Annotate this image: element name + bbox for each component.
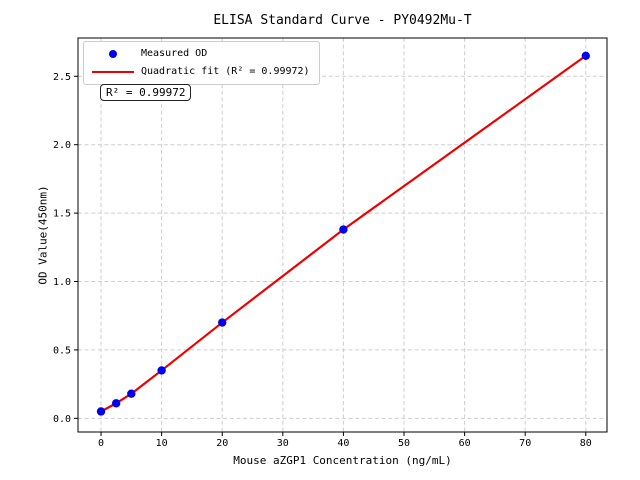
data-point — [157, 366, 166, 375]
x-tick-label: 80 — [580, 438, 592, 449]
legend-label-measured-od: Measured OD — [141, 48, 208, 59]
x-tick-label: 50 — [398, 438, 410, 449]
x-tick-label: 30 — [277, 438, 289, 449]
x-tick-label: 10 — [156, 438, 168, 449]
legend-item-measured-od: Measured OD — [92, 47, 310, 61]
fit-line-icon — [92, 70, 134, 74]
x-axis-label: Mouse aZGP1 Concentration (ng/mL) — [233, 454, 452, 467]
data-point — [96, 407, 106, 416]
y-tick-label: 2.5 — [53, 72, 71, 83]
x-tick-label: 0 — [98, 438, 104, 449]
legend-handle — [92, 50, 134, 58]
x-tick-label: 60 — [459, 438, 471, 449]
x-tick-label: 40 — [337, 438, 349, 449]
legend-label-quadratic-fit: Quadratic fit (R² = 0.99972) — [141, 66, 310, 77]
y-tick-label: 1.5 — [53, 209, 71, 220]
data-point — [218, 318, 227, 327]
y-tick-label: 0.0 — [53, 414, 71, 425]
y-tick-label: 2.0 — [53, 140, 71, 151]
data-point — [339, 225, 348, 234]
legend-handle — [92, 70, 134, 74]
legend: Measured OD Quadratic fit (R² = 0.99972) — [83, 41, 320, 85]
data-point — [127, 389, 136, 398]
y-tick-label: 1.0 — [53, 277, 71, 288]
chart-title: ELISA Standard Curve - PY0492Mu-T — [213, 13, 472, 28]
x-tick-label: 20 — [216, 438, 228, 449]
data-point — [581, 51, 590, 60]
y-tick-label: 0.5 — [53, 345, 71, 356]
y-axis-label: OD Value(450nm) — [36, 185, 50, 285]
legend-item-quadratic-fit: Quadratic fit (R² = 0.99972) — [92, 65, 310, 79]
r-squared-annotation: R² = 0.99972 — [100, 84, 192, 101]
data-point — [111, 399, 121, 408]
scatter-marker-icon — [109, 50, 117, 58]
x-tick-label: 70 — [519, 438, 531, 449]
